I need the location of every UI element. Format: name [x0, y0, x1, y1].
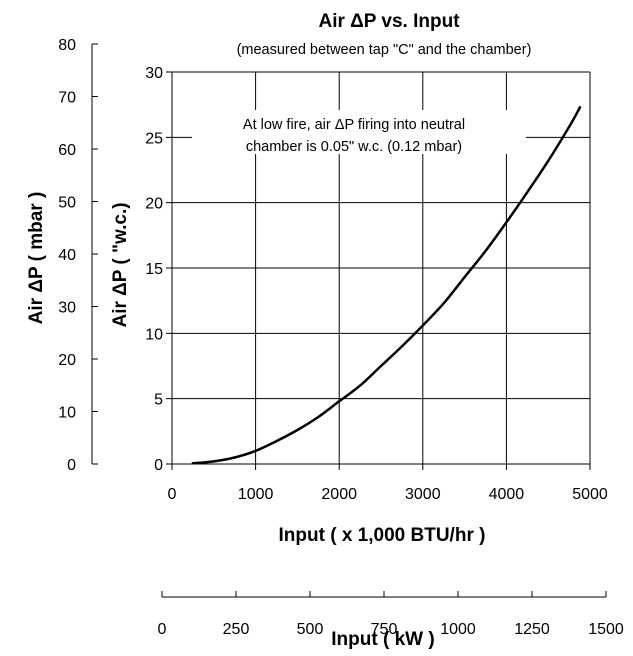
y-tick-label: 30 [145, 65, 163, 82]
x-tick-label: 5000 [572, 486, 608, 503]
y-axis-label-wc: Air ΔP ( "w.c.) [110, 202, 131, 327]
y2-tick-label: 60 [58, 142, 76, 159]
chart-subtitle: (measured between tap "C" and the chambe… [237, 42, 532, 58]
y2-tick-label: 0 [67, 457, 76, 474]
y-tick-label: 10 [145, 326, 163, 343]
x-tick-label: 1000 [238, 486, 274, 503]
y2-tick-label: 50 [58, 195, 76, 212]
y-axis-label-mbar: Air ΔP ( mbar ) [26, 192, 47, 325]
x-tick-label: 2000 [321, 486, 357, 503]
x-tick-label: 3000 [405, 486, 441, 503]
y-tick-label: 25 [145, 130, 163, 147]
y2-tick-label: 40 [58, 247, 76, 264]
chart-title: Air ΔP vs. Input [318, 11, 460, 32]
y-tick-label: 20 [145, 196, 163, 213]
axes [91, 43, 607, 598]
x-tick-label: 4000 [489, 486, 525, 503]
x2-tick-label: 750 [371, 621, 398, 638]
annotation-line-2: chamber is 0.05" w.c. (0.12 mbar) [246, 139, 462, 155]
x2-tick-label: 1000 [440, 621, 476, 638]
series-line [191, 106, 582, 465]
annotation-background [192, 110, 526, 154]
annotation-line-1: At low fire, air ΔP firing into neutral [243, 117, 465, 133]
y-tick-label: 0 [154, 457, 163, 474]
x2-tick-label: 250 [223, 621, 250, 638]
y2-tick-label: 10 [58, 405, 76, 422]
x2-tick-label: 1250 [514, 621, 550, 638]
y2-tick-label: 20 [58, 352, 76, 369]
y2-tick-label: 80 [58, 37, 76, 54]
y-tick-label: 5 [154, 392, 163, 409]
x2-tick-label: 1500 [588, 621, 624, 638]
x2-tick-label: 0 [158, 621, 167, 638]
y-tick-label: 15 [145, 261, 163, 278]
y2-tick-label: 30 [58, 300, 76, 317]
y2-tick-label: 70 [58, 90, 76, 107]
x-axis-label-kw: Input ( kW ) [331, 629, 434, 650]
x2-tick-label: 500 [297, 621, 324, 638]
x-tick-label: 0 [168, 486, 177, 503]
x-axis-label-btu: Input ( x 1,000 BTU/hr ) [279, 525, 486, 546]
